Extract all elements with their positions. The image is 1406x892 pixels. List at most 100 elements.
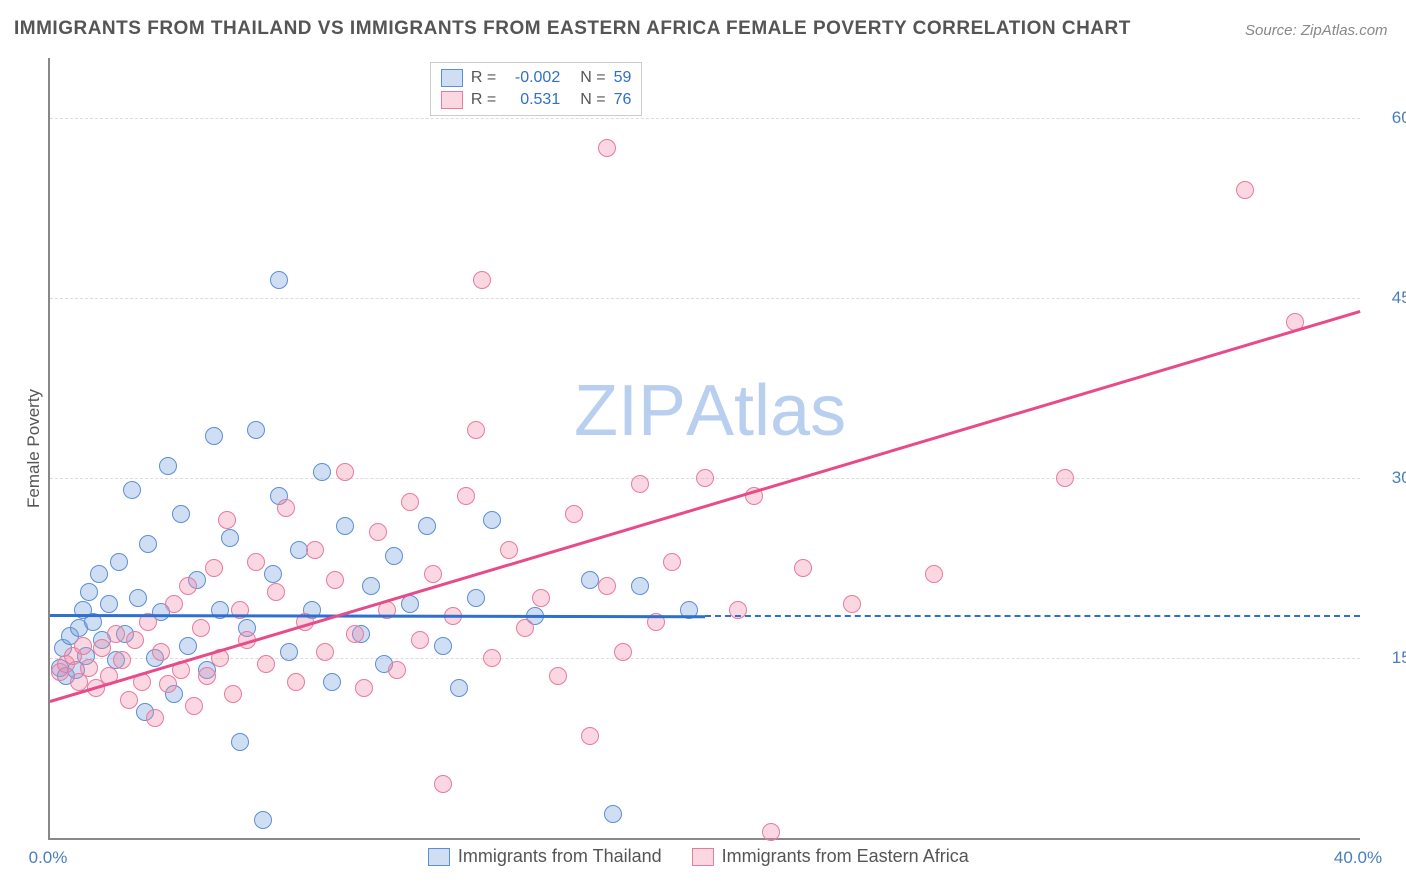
point-eafrica: [598, 577, 616, 595]
y-tick-label: 60.0%: [1370, 108, 1406, 128]
stat-R-value: -0.002: [504, 67, 560, 89]
point-eafrica: [146, 709, 164, 727]
point-thailand: [231, 733, 249, 751]
point-eafrica: [794, 559, 812, 577]
stat-R-label: R =: [471, 67, 496, 89]
point-eafrica: [565, 505, 583, 523]
point-eafrica: [663, 553, 681, 571]
point-thailand: [264, 565, 282, 583]
stat-row-eafrica: R =0.531N =76: [441, 89, 631, 111]
gridline: [50, 658, 1360, 659]
trendline-thailand-solid: [50, 614, 705, 618]
point-eafrica: [179, 577, 197, 595]
point-eafrica: [306, 541, 324, 559]
point-eafrica: [473, 271, 491, 289]
point-thailand: [385, 547, 403, 565]
point-eafrica: [598, 139, 616, 157]
stat-N-label: N =: [580, 89, 605, 111]
point-thailand: [205, 427, 223, 445]
point-eafrica: [516, 619, 534, 637]
point-eafrica: [346, 625, 364, 643]
point-eafrica: [205, 559, 223, 577]
point-eafrica: [355, 679, 373, 697]
gridline: [50, 298, 1360, 299]
trendline-eafrica: [50, 310, 1361, 703]
point-eafrica: [185, 697, 203, 715]
watermark-thin: Atlas: [686, 371, 846, 451]
point-thailand: [604, 805, 622, 823]
point-thailand: [123, 481, 141, 499]
chart-title: IMMIGRANTS FROM THAILAND VS IMMIGRANTS F…: [14, 18, 1131, 40]
y-axis-label: Female Poverty: [24, 389, 44, 508]
point-eafrica: [467, 421, 485, 439]
point-thailand: [270, 271, 288, 289]
point-eafrica: [500, 541, 518, 559]
point-eafrica: [218, 511, 236, 529]
point-eafrica: [126, 631, 144, 649]
point-thailand: [290, 541, 308, 559]
point-thailand: [313, 463, 331, 481]
point-thailand: [631, 577, 649, 595]
point-thailand: [581, 571, 599, 589]
point-eafrica: [80, 659, 98, 677]
swatch-thailand: [441, 69, 463, 87]
legend-label-thailand: Immigrants from Thailand: [458, 846, 662, 867]
point-eafrica: [369, 523, 387, 541]
point-eafrica: [93, 639, 111, 657]
bottom-legend: Immigrants from Thailand Immigrants from …: [428, 846, 969, 867]
point-eafrica: [388, 661, 406, 679]
point-thailand: [100, 595, 118, 613]
point-eafrica: [1056, 469, 1074, 487]
plot-area: ZIPAtlas R =-0.002N =59R =0.531N =76 15.…: [48, 58, 1360, 840]
point-eafrica: [336, 463, 354, 481]
point-eafrica: [424, 565, 442, 583]
point-thailand: [450, 679, 468, 697]
source-attribution: Source: ZipAtlas.com: [1245, 22, 1388, 39]
x-tick-left: 0.0%: [29, 848, 68, 868]
stat-N-value: 59: [614, 67, 632, 89]
point-eafrica: [224, 685, 242, 703]
point-thailand: [221, 529, 239, 547]
point-thailand: [483, 511, 501, 529]
point-thailand: [280, 643, 298, 661]
point-eafrica: [257, 655, 275, 673]
point-eafrica: [326, 571, 344, 589]
watermark: ZIPAtlas: [574, 370, 846, 452]
point-thailand: [110, 553, 128, 571]
point-eafrica: [192, 619, 210, 637]
point-thailand: [254, 811, 272, 829]
point-eafrica: [287, 673, 305, 691]
y-tick-label: 30.0%: [1370, 468, 1406, 488]
point-thailand: [467, 589, 485, 607]
point-thailand: [323, 673, 341, 691]
point-eafrica: [401, 493, 419, 511]
legend-label-eafrica: Immigrants from Eastern Africa: [722, 846, 969, 867]
stat-row-thailand: R = -0.002 N = 59: [441, 67, 631, 89]
legend-swatch-thailand: [428, 848, 450, 866]
stat-N-label: N =: [580, 67, 605, 89]
y-tick-label: 15.0%: [1370, 648, 1406, 668]
point-thailand: [159, 457, 177, 475]
point-thailand: [247, 421, 265, 439]
point-thailand: [418, 517, 436, 535]
point-thailand: [336, 517, 354, 535]
point-thailand: [129, 589, 147, 607]
x-tick-right: 40.0%: [1334, 848, 1382, 868]
watermark-bold: ZIP: [574, 371, 686, 451]
point-eafrica: [696, 469, 714, 487]
point-eafrica: [843, 595, 861, 613]
point-eafrica: [434, 775, 452, 793]
point-eafrica: [113, 651, 131, 669]
point-eafrica: [198, 667, 216, 685]
point-thailand: [80, 583, 98, 601]
point-eafrica: [74, 637, 92, 655]
point-eafrica: [631, 475, 649, 493]
point-eafrica: [267, 583, 285, 601]
point-eafrica: [107, 625, 125, 643]
point-thailand: [90, 565, 108, 583]
point-eafrica: [581, 727, 599, 745]
stat-N-value: 76: [614, 89, 632, 111]
point-eafrica: [457, 487, 475, 505]
point-eafrica: [762, 823, 780, 841]
legend-item-thailand: Immigrants from Thailand: [428, 846, 662, 867]
